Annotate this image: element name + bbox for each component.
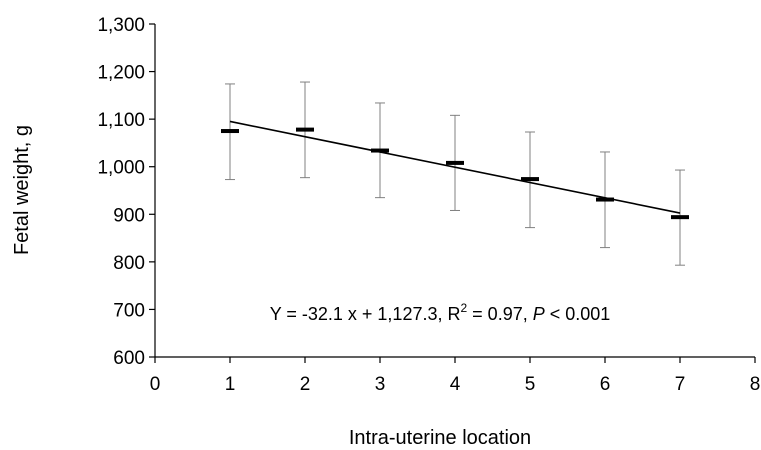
annotation-superscript: 2	[460, 301, 467, 315]
data-point	[296, 127, 314, 132]
data-point	[596, 197, 614, 202]
y-tick-label: 600	[113, 348, 145, 369]
x-tick-label: 0	[150, 374, 161, 395]
x-tick-label: 2	[300, 374, 311, 395]
y-tick-label: 1,000	[97, 158, 145, 179]
x-axis-ticks: 0 1 2 3 4 5 6 7 8	[150, 357, 761, 395]
y-tick-label: 800	[113, 253, 145, 274]
x-tick-label: 1	[225, 374, 236, 395]
y-axis-ticks: 600 700 800 900 1,000 1,100 1,200 1,300	[97, 15, 155, 369]
data-markers	[221, 127, 689, 220]
x-tick-label: 5	[525, 374, 536, 395]
y-tick-label: 1,300	[97, 15, 145, 36]
annotation-middle: = 0.97,	[467, 304, 533, 324]
y-tick-label: 1,100	[97, 110, 145, 131]
data-point	[221, 129, 239, 134]
x-tick-label: 4	[450, 374, 461, 395]
data-point	[371, 148, 389, 153]
x-tick-label: 7	[675, 374, 686, 395]
data-point	[521, 177, 539, 182]
annotation-italic: P	[533, 304, 545, 324]
data-point	[671, 215, 689, 220]
annotation-prefix: Y = -32.1 x + 1,127.3, R	[270, 304, 461, 324]
data-point	[446, 160, 464, 165]
error-bars	[225, 81, 685, 266]
annotation-suffix: < 0.001	[545, 304, 611, 324]
x-tick-label: 6	[600, 374, 611, 395]
y-tick-label: 900	[113, 205, 145, 226]
y-tick-label: 700	[113, 300, 145, 321]
y-tick-label: 1,200	[97, 63, 145, 84]
regression-annotation: Y = -32.1 x + 1,127.3, R2 = 0.97, P < 0.…	[270, 301, 611, 324]
x-tick-label: 8	[750, 374, 761, 395]
x-axis-title: Intra-uterine location	[349, 427, 531, 449]
x-tick-label: 3	[375, 374, 386, 395]
y-axis-title: Fetal weight, g	[11, 125, 33, 255]
